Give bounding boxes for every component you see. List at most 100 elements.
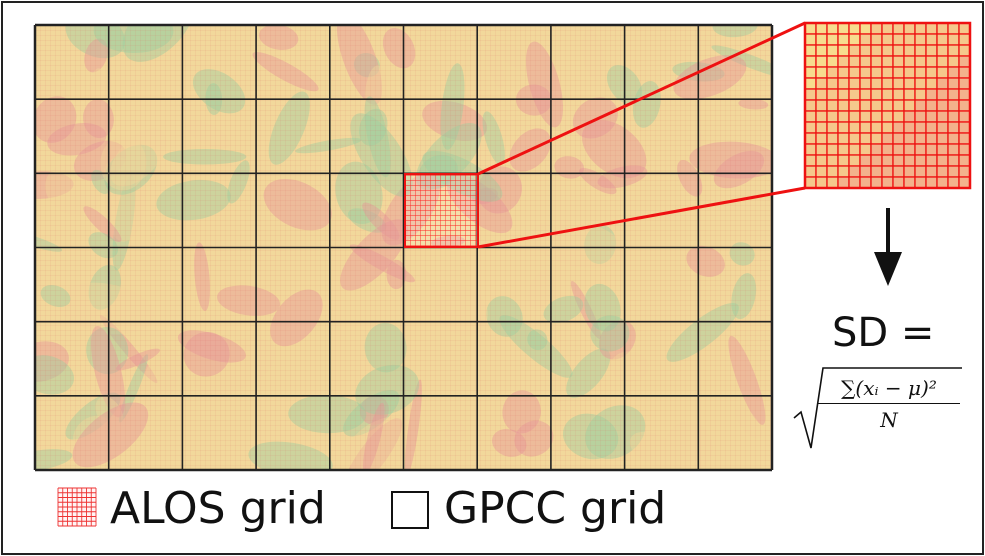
alos-cell <box>826 22 839 35</box>
alos-cell <box>903 66 916 79</box>
alos-cell <box>881 176 894 189</box>
alos-cell <box>859 143 872 156</box>
formula-lhs: SD = <box>832 310 935 356</box>
alos-cell <box>815 66 828 79</box>
alos-cell <box>804 66 817 79</box>
alos-cell <box>903 33 916 46</box>
alos-cell <box>903 99 916 112</box>
alos-cell <box>925 110 938 123</box>
alos-cell <box>914 99 927 112</box>
alos-cell <box>947 176 960 189</box>
alos-cell <box>936 66 949 79</box>
alos-cell <box>848 132 861 145</box>
gpcc-legend-label: GPCC grid <box>444 483 667 534</box>
alos-cell <box>914 44 927 57</box>
highlighted-gpcc-cell <box>404 173 479 248</box>
alos-cell <box>815 55 828 68</box>
alos-cell <box>936 99 949 112</box>
alos-cell <box>936 33 949 46</box>
alos-cell <box>870 99 883 112</box>
alos-cell <box>815 44 828 57</box>
alos-cell <box>903 132 916 145</box>
alos-cell <box>815 88 828 101</box>
alos-cell <box>848 165 861 178</box>
alos-cell <box>925 66 938 79</box>
alos-cell <box>914 132 927 145</box>
alos-cell <box>947 55 960 68</box>
alos-cell <box>892 88 905 101</box>
alos-cell <box>947 66 960 79</box>
alos-cell <box>826 110 839 123</box>
alos-cell <box>914 22 927 35</box>
alos-cell <box>914 66 927 79</box>
alos-cell <box>947 22 960 35</box>
alos-cell <box>826 77 839 90</box>
terrain-map <box>35 25 772 470</box>
alos-cell <box>859 44 872 57</box>
alos-cell <box>826 44 839 57</box>
alos-cell <box>881 33 894 46</box>
alos-cell <box>892 143 905 156</box>
alos-cell <box>947 44 960 57</box>
alos-cell <box>848 22 861 35</box>
alos-cell <box>815 99 828 112</box>
alos-cell <box>914 165 927 178</box>
alos-cell <box>925 33 938 46</box>
alos-cell <box>947 132 960 145</box>
alos-cell <box>936 176 949 189</box>
alos-cell <box>870 44 883 57</box>
alos-cell <box>859 77 872 90</box>
alos-cell <box>826 88 839 101</box>
alos-cell <box>881 66 894 79</box>
alos-cell <box>815 121 828 134</box>
alos-cell <box>936 55 949 68</box>
alos-cell <box>947 143 960 156</box>
alos-cell <box>826 99 839 112</box>
alos-cell <box>914 77 927 90</box>
alos-cell <box>804 22 817 35</box>
alos-cell <box>837 176 850 189</box>
alos-cell <box>837 143 850 156</box>
alos-cell <box>859 66 872 79</box>
alos-cell <box>804 44 817 57</box>
alos-cell <box>914 33 927 46</box>
alos-cell <box>881 143 894 156</box>
alos-cell <box>804 154 817 167</box>
alos-cell <box>815 154 828 167</box>
alos-cell <box>859 110 872 123</box>
alos-cell <box>958 66 971 79</box>
alos-cell <box>859 165 872 178</box>
alos-cell <box>914 176 927 189</box>
alos-cell <box>837 33 850 46</box>
alos-cell <box>958 165 971 178</box>
alos-cell <box>848 143 861 156</box>
down-arrow-icon <box>874 208 902 286</box>
alos-cell <box>815 176 828 189</box>
alos-cell <box>947 165 960 178</box>
alos-cell <box>837 165 850 178</box>
alos-cell <box>958 22 971 35</box>
alos-cell <box>892 99 905 112</box>
alos-cell <box>804 88 817 101</box>
alos-cell <box>837 88 850 101</box>
alos-cell <box>859 99 872 112</box>
alos-cell <box>826 154 839 167</box>
alos-cell <box>870 132 883 145</box>
alos-cell <box>837 55 850 68</box>
alos-cell <box>826 132 839 145</box>
alos-legend-label: ALOS grid <box>110 483 326 534</box>
alos-cell <box>870 110 883 123</box>
alos-cell <box>870 154 883 167</box>
alos-cell <box>903 77 916 90</box>
alos-cell <box>947 121 960 134</box>
alos-cell <box>914 154 927 167</box>
zoom-line-bottom <box>477 186 806 249</box>
alos-cell <box>870 55 883 68</box>
alos-cell <box>881 110 894 123</box>
alos-cell <box>903 154 916 167</box>
alos-cell <box>837 66 850 79</box>
alos-cell <box>925 143 938 156</box>
alos-cell <box>925 88 938 101</box>
alos-cell <box>958 176 971 189</box>
